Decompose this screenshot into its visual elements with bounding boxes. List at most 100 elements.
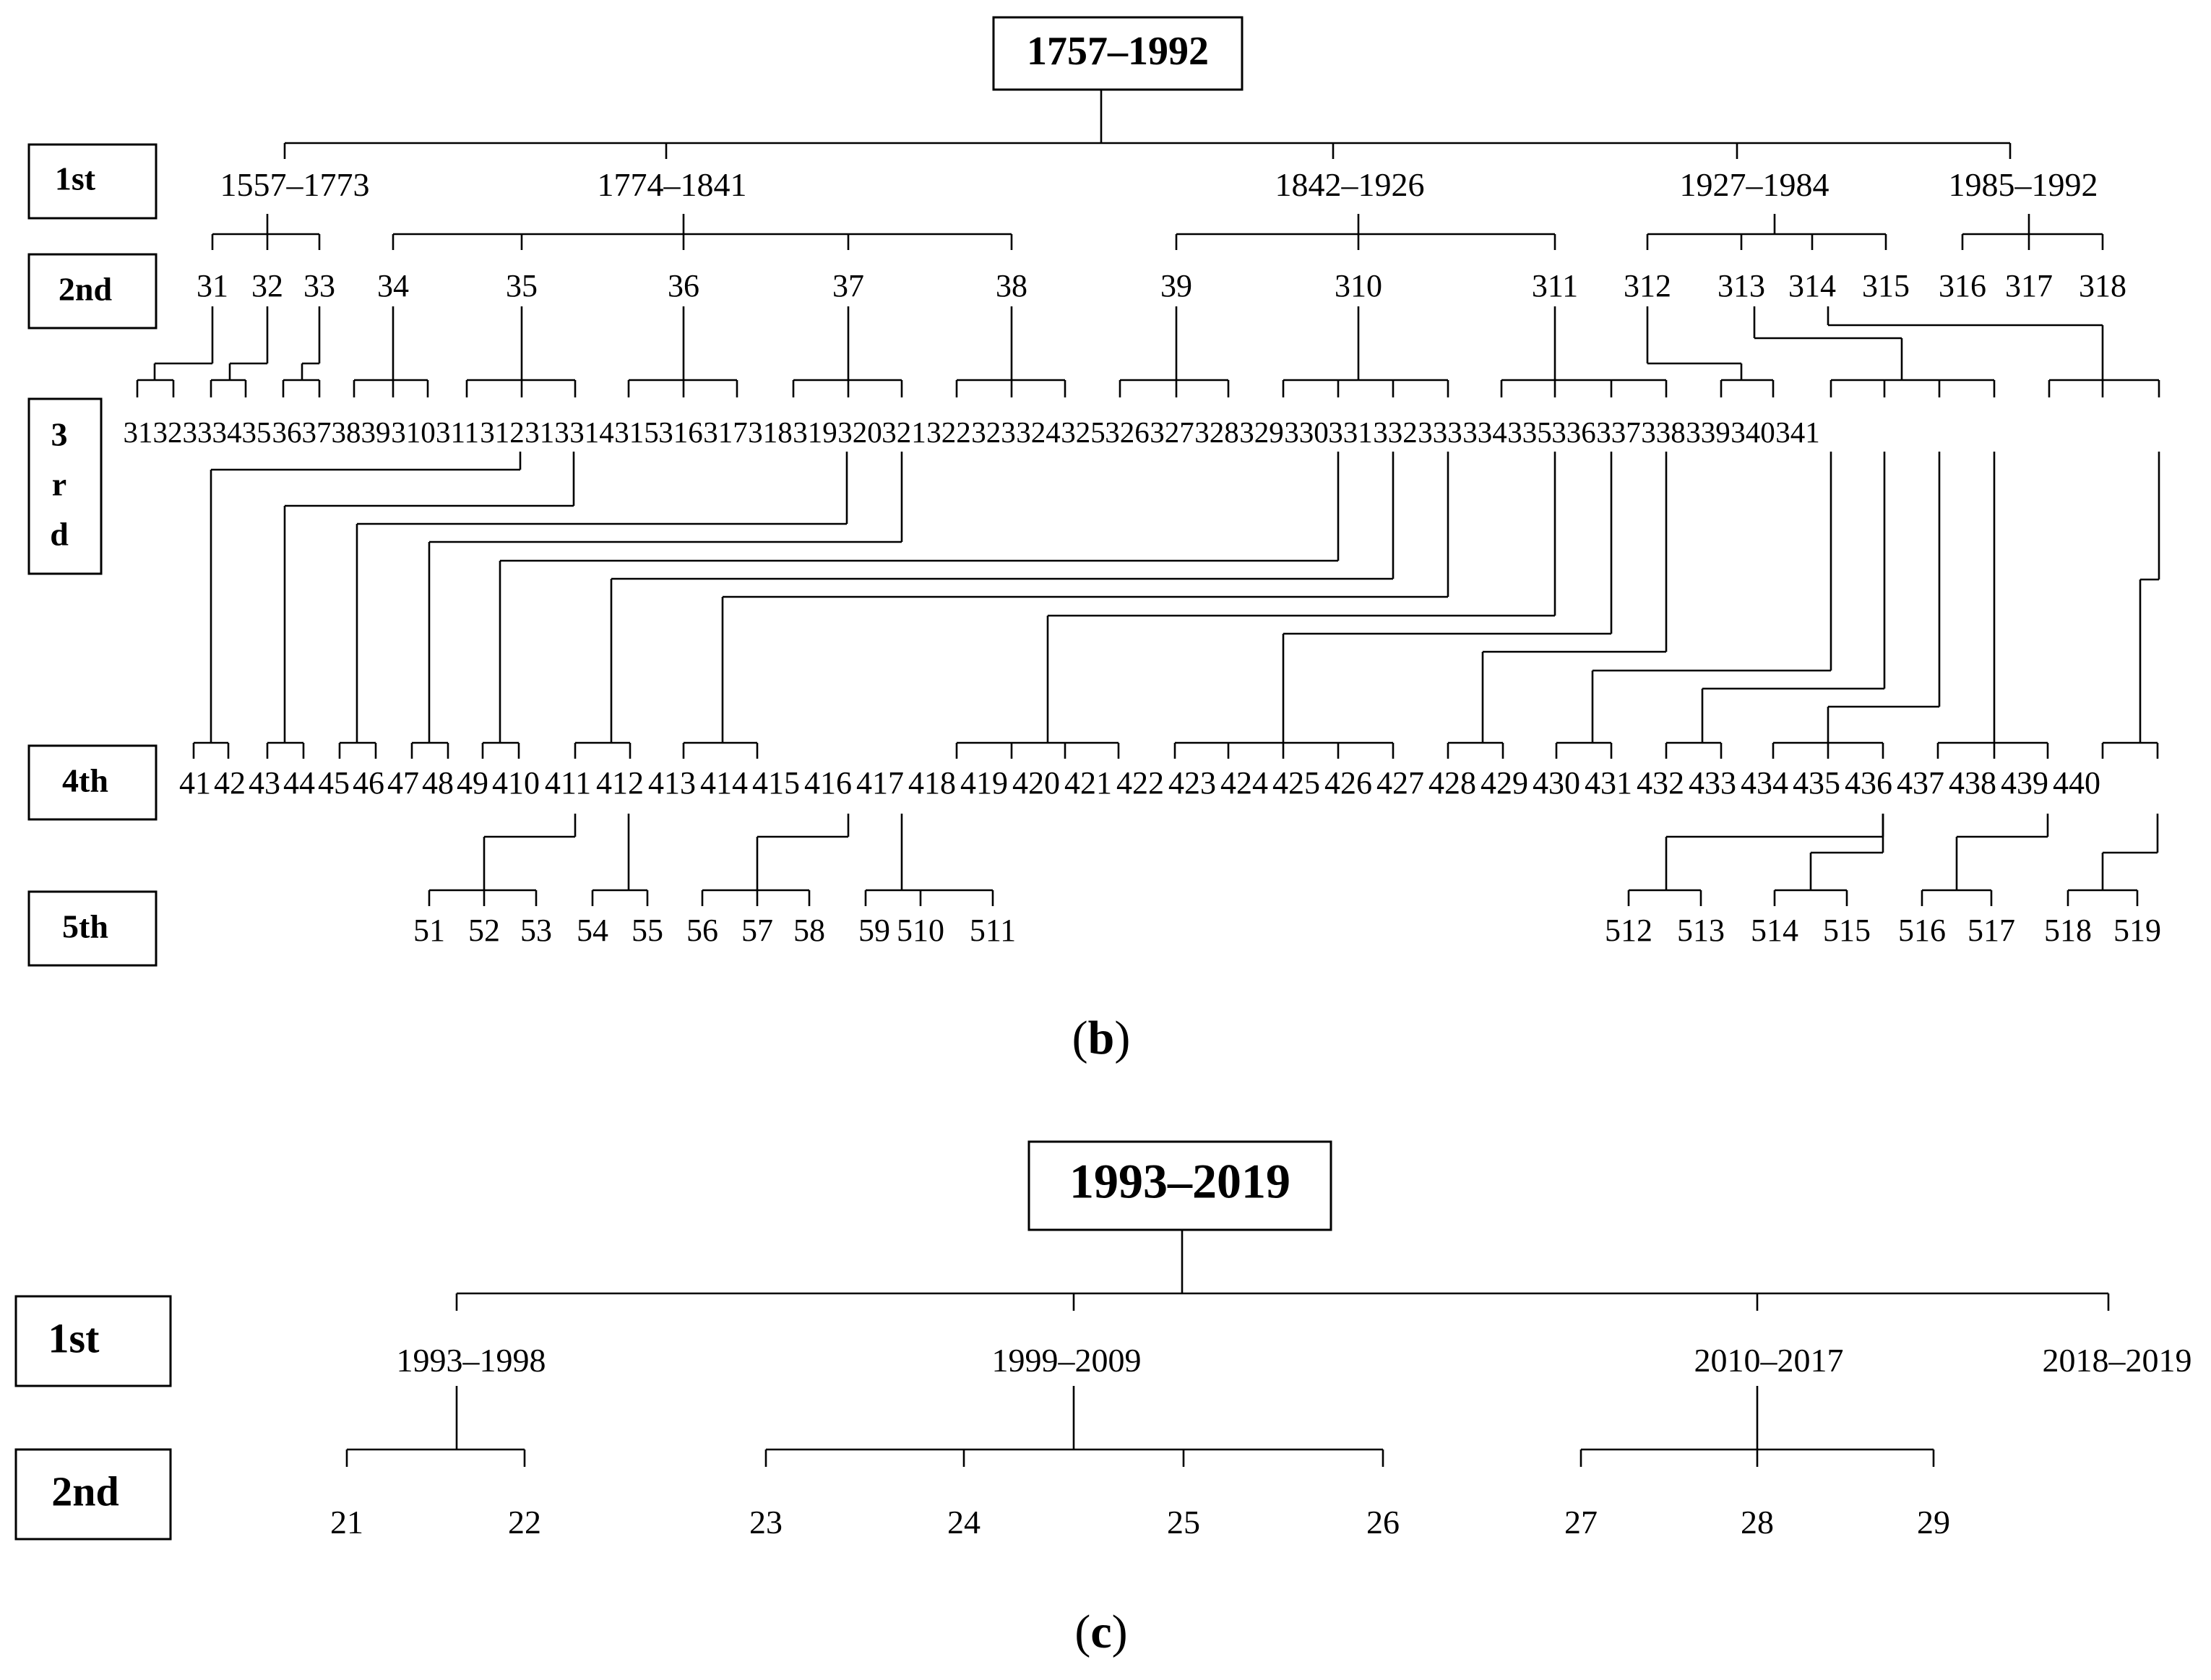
panel-b-fifth-node-10: 511 — [970, 913, 1016, 948]
panel-b-fourth-node-11: 412 — [596, 765, 644, 801]
panel-b-second-node-16: 317 — [2005, 268, 2053, 303]
panel-b-fourth-to-fifth-connectors — [428, 814, 2159, 906]
panel-b-third-node-30: 331 — [1328, 415, 1373, 449]
panel-b-level-1-label: 1st — [55, 160, 96, 197]
panel-b-fourth-node-28: 429 — [1481, 765, 1528, 801]
panel-b-fourth-node-36: 437 — [1897, 765, 1944, 801]
panel-b-fourth-node-7: 48 — [422, 765, 454, 801]
panel-b-first-to-second-connectors — [211, 214, 2104, 250]
panel-b-fourth-node-39: 440 — [2053, 765, 2100, 801]
panel-b-level-5-box — [27, 890, 158, 967]
panel-b-third-node-7: 38 — [332, 415, 361, 449]
panel-b-third-node-29: 330 — [1284, 415, 1329, 449]
panel-b-fourth-node-16: 417 — [856, 765, 904, 801]
panel-b-fourth-node-9: 410 — [492, 765, 540, 801]
panel-c-second-node-6: 27 — [1564, 1504, 1598, 1541]
panel-c-second-node-2: 23 — [749, 1504, 783, 1541]
panel-b-third-level: 31 32 33 34 35 36 37 38 39 310 311 312 313 314 315 316 3… — [124, 415, 1820, 449]
panel-b-fourth-node-30: 431 — [1585, 765, 1632, 801]
panel-b-third-node-2: 33 — [183, 415, 212, 449]
panel-b-second-node-14: 315 — [1862, 268, 1910, 303]
panel-b-third-node-11: 312 — [480, 415, 525, 449]
panel-c-root-label: 1993–2019 — [1069, 1154, 1290, 1209]
panel-b-fifth-node-7: 58 — [793, 913, 825, 948]
panel-b-third-node-6: 37 — [302, 415, 332, 449]
panel-b-second-node-1: 32 — [251, 268, 283, 303]
panel-b-third-node-32: 333 — [1418, 415, 1462, 449]
panel-b-second-node-13: 314 — [1788, 268, 1836, 303]
panel-b-level-3-label-b: r — [52, 466, 66, 503]
panel-b-fourth-node-21: 422 — [1116, 765, 1164, 801]
panel-b-third-node-24: 325 — [1061, 415, 1106, 449]
panel-b-third-node-19: 320 — [837, 415, 882, 449]
panel-b-third-node-17: 318 — [748, 415, 793, 449]
panel-b-second-node-9: 310 — [1335, 268, 1382, 303]
panel-b-third-node-10: 311 — [436, 415, 479, 449]
panel-b-fourth-node-22: 423 — [1168, 765, 1216, 801]
panel-b-second-level: 31 32 33 34 35 36 37 38 39 310 311 312 313 314 315 316 3… — [197, 268, 2126, 303]
panel-b-third-node-22: 323 — [971, 415, 1016, 449]
panel-b-period-4: 1927–1984 — [1680, 166, 1829, 203]
panel-b-third-node-12: 313 — [525, 415, 569, 449]
panel-b-third-node-36: 337 — [1596, 415, 1641, 449]
panel-c-period-4: 2018–2019 — [2043, 1342, 2192, 1379]
panel-b-level-3-label-c: d — [50, 516, 69, 553]
panel-b-second-node-8: 39 — [1160, 268, 1192, 303]
panel-b-fourth-node-13: 414 — [700, 765, 748, 801]
panel-b-root-connectors — [283, 90, 2012, 159]
panel-b-root-box — [992, 16, 1244, 91]
panel-b-second-node-5: 36 — [668, 268, 699, 303]
panel-b-third-node-37: 338 — [1641, 415, 1686, 449]
panel-b-fourth-node-32: 433 — [1689, 765, 1736, 801]
panel-c-second-node-8: 29 — [1917, 1504, 1950, 1541]
panel-b-level-5-label: 5th — [62, 908, 108, 945]
panel-b-fifth-node-6: 57 — [741, 913, 773, 948]
panel-b-fourth-node-31: 432 — [1637, 765, 1684, 801]
panel-b-fourth-node-1: 42 — [214, 765, 246, 801]
panel-b-third-node-1: 32 — [153, 415, 183, 449]
panel-b-level-1-box — [27, 143, 158, 220]
panel-b-fifth-node-17: 518 — [2044, 913, 2092, 948]
panel-b-third-node-8: 39 — [361, 415, 391, 449]
panel-c-second-node-4: 25 — [1167, 1504, 1200, 1541]
panel-b-period-3: 1842–1926 — [1275, 166, 1425, 203]
panel-b-fifth-node-4: 55 — [632, 913, 663, 948]
panel-b-third-node-39: 340 — [1731, 415, 1775, 449]
panel-b-second-to-third-connectors — [136, 306, 2160, 397]
panel-b-third-node-40: 341 — [1775, 415, 1820, 449]
panel-c-second-node-0: 21 — [330, 1504, 363, 1541]
panel-b-fourth-node-6: 47 — [387, 765, 419, 801]
panel-b-third-node-23: 324 — [1016, 415, 1061, 449]
panel-b-fourth-node-15: 416 — [804, 765, 852, 801]
panel-b-third-node-4: 35 — [242, 415, 272, 449]
panel-b-level-2-label: 2nd — [59, 271, 113, 308]
panel-b-fourth-node-3: 44 — [283, 765, 315, 801]
panel-b-fifth-node-0: 51 — [413, 913, 445, 948]
panel-b-third-to-fourth-connectors — [192, 452, 2160, 759]
panel-b-fourth-node-25: 426 — [1324, 765, 1372, 801]
panel-b-fourth-node-33: 434 — [1741, 765, 1788, 801]
panel-c-level-2-label: 2nd — [51, 1468, 119, 1515]
panel-b-second-node-6: 37 — [832, 268, 864, 303]
panel-b-level-4-box — [27, 744, 158, 821]
panel-b-fourth-node-24: 425 — [1272, 765, 1320, 801]
panel-b-second-node-4: 35 — [506, 268, 538, 303]
panel-b-third-node-25: 326 — [1105, 415, 1150, 449]
panel-b-fourth-node-29: 430 — [1533, 765, 1580, 801]
panel-b-second-node-15: 316 — [1939, 268, 1986, 303]
panel-b-fourth-node-10: 411 — [545, 765, 591, 801]
panel-b-fifth-node-13: 514 — [1751, 913, 1798, 948]
panel-b-second-node-2: 33 — [303, 268, 335, 303]
panel-b-fifth-level: 51 52 53 54 55 56 57 58 59 510 511 512 513 514 515 516 5… — [413, 913, 2161, 948]
panel-b-third-node-3: 34 — [212, 415, 242, 449]
panel-b-third-node-20: 321 — [882, 415, 926, 449]
panel-b-fourth-node-2: 43 — [249, 765, 280, 801]
panel-b-third-node-15: 316 — [658, 415, 703, 449]
panel-b-fifth-node-2: 53 — [520, 913, 552, 948]
panel-b-second-node-10: 311 — [1532, 268, 1578, 303]
panel-c-period-1: 1993–1998 — [397, 1342, 546, 1379]
panel-c-second-node-5: 26 — [1366, 1504, 1400, 1541]
panel-b-fifth-node-15: 516 — [1898, 913, 1946, 948]
panel-c-tree: 1993–2019 1st 2nd 1993–1998 1999–2009 20… — [14, 1140, 2192, 1658]
panel-b-fourth-node-34: 435 — [1793, 765, 1840, 801]
